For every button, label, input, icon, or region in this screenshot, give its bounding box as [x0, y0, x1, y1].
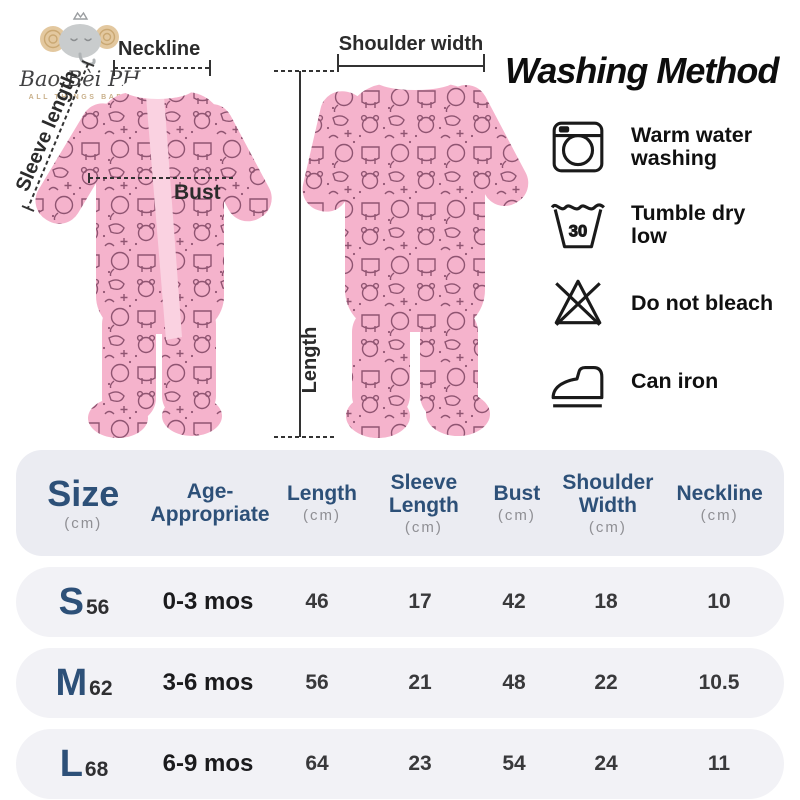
size-value: M 62	[55, 661, 113, 704]
length-value: 46	[305, 590, 329, 613]
sleeve-length-value: 23	[408, 752, 432, 775]
size-value: S 56	[58, 580, 110, 623]
washing-instruction-item: Do not bleach	[505, 272, 797, 334]
neckline-label: Neckline	[118, 38, 201, 60]
length-measure-line	[274, 70, 334, 438]
washing-method-section: Washing Method Warm water washing	[505, 52, 797, 428]
iron-icon	[551, 365, 604, 408]
header-bust: Bust (cm)	[493, 482, 541, 524]
baby-onesie-front	[27, 77, 280, 438]
length-value: 64	[305, 752, 329, 775]
age-value: 3-6 mos	[162, 669, 254, 696]
bust-measure-line	[88, 173, 234, 183]
shoulder-width-value: 18	[594, 590, 618, 613]
washing-method-title: Washing Method	[505, 50, 779, 91]
age-value: 0-3 mos	[162, 588, 254, 615]
shoulder-width-value: 24	[594, 752, 618, 775]
brand-tagline: ALL THINGS BABY	[28, 94, 132, 101]
size-table-header: Size (cm) Age- Appropriate Length (cm) Sl…	[16, 450, 784, 556]
sleeve-length-measure-line	[21, 60, 95, 212]
shoulder-width-measure-line	[337, 54, 485, 72]
brand-logo: Bao Bèi PH ALL THINGS BABY	[16, 10, 144, 101]
washing-instruction-label: Do not bleach	[631, 290, 774, 315]
bust-value: 48	[502, 671, 526, 694]
header-shoulder-width: Shoulder Width (cm)	[562, 470, 654, 536]
washing-machine-icon	[552, 121, 604, 173]
sleeve-length-value: 17	[408, 590, 432, 613]
size-table: Size (cm) Age- Appropriate Length (cm) Sl…	[16, 450, 784, 799]
shoulder-width-value: 22	[594, 671, 618, 694]
header-sleeve-length: Sleeve Length (cm)	[388, 470, 459, 536]
table-row-size-l: L 68 6-9 mos 64 23 54 24 11	[16, 729, 784, 799]
neckline-value: 10	[707, 590, 731, 613]
size-value: L 68	[59, 742, 109, 785]
tumble-dry-icon: 30	[550, 203, 605, 249]
neckline-value: 11	[707, 752, 731, 775]
size-guide-scene: Bao Bèi PH ALL THINGS BABY	[12, 10, 797, 438]
table-row-size-m: M 62 3-6 mos 56 21 48 22 10.5	[16, 648, 784, 718]
neckline-measure-line	[113, 60, 211, 76]
length-value: 56	[305, 671, 329, 694]
wash-temperature: 30	[569, 221, 587, 240]
header-size: Size (cm)	[47, 472, 120, 532]
header-neckline: Neckline (cm)	[676, 482, 763, 524]
washing-instruction-label: Tumble dry low	[631, 201, 746, 248]
washing-instruction-item: 30 Tumble dry low	[505, 194, 797, 256]
washing-instruction-label: Can iron	[631, 368, 719, 393]
bust-label: Bust	[174, 181, 221, 204]
header-age: Age- Appropriate	[150, 480, 270, 526]
washing-instruction-label: Warm water washing	[631, 123, 753, 170]
baby-onesie-back	[300, 70, 536, 438]
washing-instruction-item: Warm water washing	[505, 116, 797, 178]
shoulder-width-label: Shoulder width	[338, 33, 484, 55]
onesie-placket	[146, 96, 182, 340]
neckline-value: 10.5	[698, 671, 740, 694]
header-length: Length (cm)	[286, 482, 357, 524]
sleeve-length-value: 21	[408, 671, 432, 694]
washing-instruction-item: Can iron	[505, 350, 797, 412]
table-row-size-s: S 56 0-3 mos 46 17 42 18 10	[16, 567, 784, 637]
do-not-bleach-icon	[554, 279, 602, 326]
elephant-logo-icon	[40, 11, 119, 66]
age-value: 6-9 mos	[162, 750, 254, 777]
brand-name: Bao Bèi PH	[19, 67, 141, 91]
bust-value: 54	[502, 752, 526, 775]
bust-value: 42	[502, 590, 526, 613]
